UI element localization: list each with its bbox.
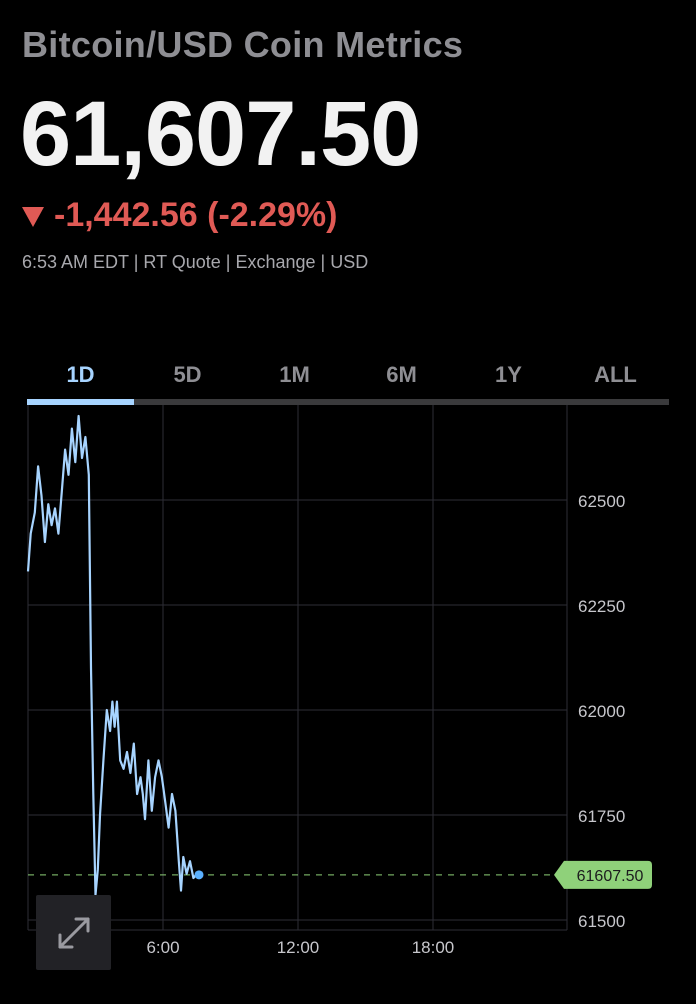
current-value-label: 61607.50 — [577, 868, 644, 885]
current-price: 61,607.50 — [20, 83, 421, 185]
tab-1d[interactable]: 1D — [66, 362, 95, 387]
tab-all[interactable]: ALL — [594, 362, 637, 387]
y-tick-label: 62000 — [578, 702, 625, 721]
price-change-value: -1,442.56 (-2.29%) — [54, 196, 338, 234]
tab-indicator-track — [27, 399, 669, 405]
expand-arrows-icon — [58, 917, 89, 948]
expand-button[interactable] — [36, 895, 111, 970]
quote-meta: 6:53 AM EDT | RT Quote | Exchange | USD — [22, 252, 369, 272]
current-value-badge — [554, 860, 652, 889]
x-tick-label: 18:00 — [412, 938, 455, 957]
price-change: -1,442.56 (-2.29%) — [22, 196, 338, 235]
x-tick-label: 6:00 — [146, 938, 179, 957]
y-tick-label: 61750 — [578, 807, 625, 826]
tab-6m[interactable]: 6M — [386, 362, 417, 387]
last-price-dot — [194, 870, 204, 880]
price-series-line — [26, 414, 200, 896]
instrument-title: Bitcoin/USD Coin Metrics — [22, 24, 464, 65]
y-tick-label: 61500 — [578, 912, 625, 931]
x-tick-label: 12:00 — [277, 938, 320, 957]
y-tick-label: 62500 — [578, 492, 625, 511]
price-chart[interactable]: 62500 62250 62000 61750 61500 6:00 12:00 18:00 6… — [0, 405, 696, 965]
tab-5d[interactable]: 5D — [173, 362, 202, 387]
tab-indicator-active — [27, 399, 134, 405]
timeframe-tabs: 1D 5D 1M 6M 1Y ALL — [27, 356, 669, 406]
tab-1m[interactable]: 1M — [279, 362, 310, 387]
tab-1y[interactable]: 1Y — [495, 362, 522, 387]
down-triangle-icon — [22, 206, 44, 227]
y-tick-label: 62250 — [578, 597, 625, 616]
